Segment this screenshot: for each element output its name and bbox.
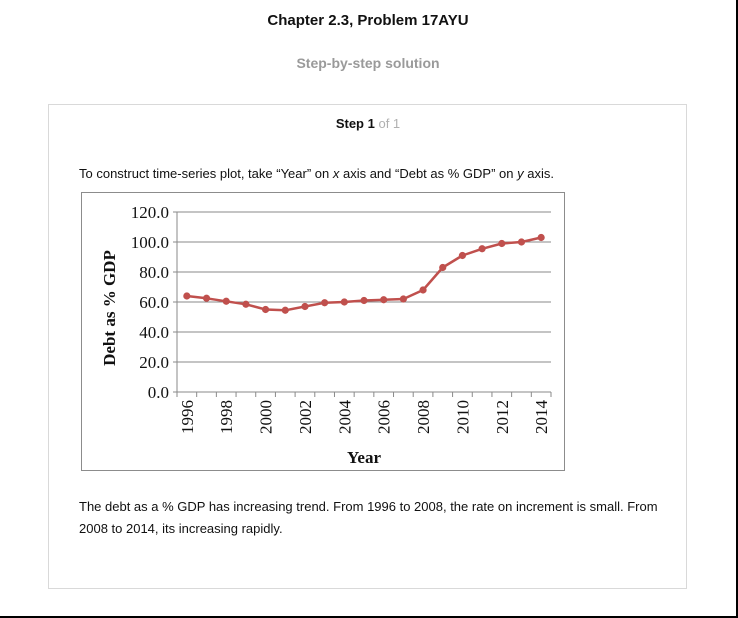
y-tick-label: 120.0: [131, 203, 169, 222]
intro-x-variable: x: [332, 166, 340, 181]
intro-text-part: axis.: [523, 166, 554, 181]
data-point: [321, 299, 329, 307]
y-tick-label: 20.0: [139, 353, 169, 372]
x-tick-label: 2006: [375, 400, 394, 434]
step-label: Step 1: [335, 116, 375, 131]
chart-svg: 0.0 20.0 40.0 60.0 80.0 100.0 120.0 1996 1998 200…: [100, 203, 552, 467]
x-tick-label: 2010: [453, 400, 472, 434]
chapter-title: Chapter 2.3, Problem 17AYU: [267, 12, 469, 29]
x-tick-label: 2002: [296, 400, 315, 434]
y-tick-label: 100.0: [131, 233, 169, 252]
conclusion-text: The debt as a % GDP has increasing trend…: [79, 499, 658, 536]
data-point: [281, 306, 289, 314]
intro-y-variable: y: [517, 166, 524, 181]
window-right-edge: [736, 0, 738, 618]
y-tick-label: 40.0: [139, 323, 169, 342]
data-point: [242, 300, 250, 308]
data-point: [183, 292, 191, 300]
data-point: [222, 297, 230, 305]
data-point: [399, 295, 407, 303]
y-tick-label: 60.0: [139, 293, 169, 312]
data-point: [301, 302, 309, 311]
step-intro-text: To construct time-series plot, take “Yea…: [79, 166, 554, 181]
time-series-chart: 0.0 20.0 40.0 60.0 80.0 100.0 120.0 1996 1998 200…: [81, 192, 565, 471]
data-point: [380, 296, 388, 304]
data-point: [517, 238, 526, 246]
x-tick-label: 1996: [178, 400, 197, 434]
x-tick-label: 2000: [257, 400, 276, 434]
data-point: [458, 251, 467, 260]
intro-text-part: To construct time-series plot, take “Yea…: [79, 166, 333, 181]
intro-text-part: axis and “Debt as % GDP” on: [339, 166, 518, 181]
data-point: [360, 296, 368, 305]
step-indicator: Step 1 of 1: [0, 116, 736, 131]
x-tick-label: 2014: [532, 400, 551, 435]
data-point: [498, 239, 506, 248]
y-tick-label: 0.0: [148, 383, 169, 402]
x-tick-label: 1998: [217, 400, 236, 434]
data-point: [340, 298, 348, 306]
step-count: of 1: [378, 116, 401, 131]
x-axis-title: Year: [347, 448, 381, 467]
window-bottom-edge: [0, 616, 738, 618]
solution-title: Step-by-step solution: [296, 55, 440, 71]
data-point: [202, 294, 211, 302]
data-point: [419, 286, 427, 294]
x-tick-label: 2008: [414, 400, 433, 434]
data-point: [478, 245, 486, 253]
data-point: [439, 263, 447, 272]
y-axis-title: Debt as % GDP: [100, 250, 119, 366]
x-tick-label: 2004: [335, 400, 354, 435]
y-tick-label: 80.0: [139, 263, 169, 282]
data-point: [261, 305, 270, 314]
data-point: [537, 233, 545, 242]
x-tick-label: 2012: [493, 400, 512, 434]
